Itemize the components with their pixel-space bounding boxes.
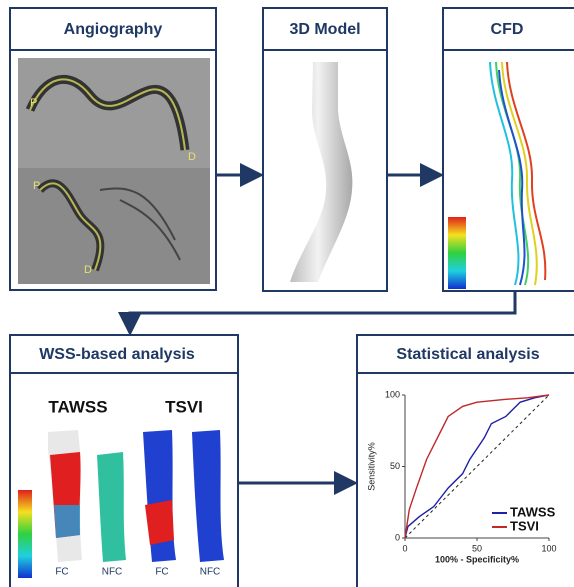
- panel-title: Statistical analysis: [396, 346, 539, 363]
- legend-label: TSVI: [510, 518, 539, 533]
- y-tick-label: 100: [385, 389, 400, 399]
- y-axis-label: Sensitivity%: [366, 442, 376, 491]
- x-tick-label: 0: [402, 543, 407, 553]
- panel-title: WSS-based analysis: [39, 346, 195, 363]
- vessel-label: FC: [55, 567, 68, 578]
- x-tick-label: 50: [472, 543, 482, 553]
- marker: P: [33, 180, 40, 192]
- x-tick-label: 100: [541, 543, 556, 553]
- panel-title: Angiography: [64, 21, 163, 38]
- column-title: TAWSS: [48, 397, 107, 416]
- y-tick-label: 0: [395, 532, 400, 542]
- cfd-panel: CFD: [443, 8, 574, 291]
- colorbar: [448, 217, 466, 289]
- diagram: Angiography P D P D 3D Model CFD: [0, 0, 574, 587]
- model-panel: 3D Model: [263, 8, 387, 291]
- vessel-label: FC: [155, 567, 168, 578]
- y-tick-label: 50: [390, 461, 400, 471]
- angiography-panel: Angiography P D P D: [10, 8, 216, 290]
- marker: P: [30, 97, 37, 109]
- x-axis-label: 100% - Specificity%: [435, 554, 519, 564]
- vessel-label: NFC: [200, 567, 221, 578]
- column-title: TSVI: [165, 397, 203, 416]
- page: {"panels": { "angiography": {"title": "A…: [0, 0, 574, 587]
- marker: D: [188, 151, 196, 163]
- colorbar: [18, 490, 32, 578]
- marker: D: [84, 264, 92, 276]
- wss-panel: WSS-based analysis TAWSS TSVI FC NFC FC …: [10, 335, 238, 587]
- panel-title: 3D Model: [289, 21, 360, 38]
- legend-label: TAWSS: [510, 504, 556, 519]
- vessel-label: NFC: [102, 567, 123, 578]
- panel-title: CFD: [491, 21, 524, 38]
